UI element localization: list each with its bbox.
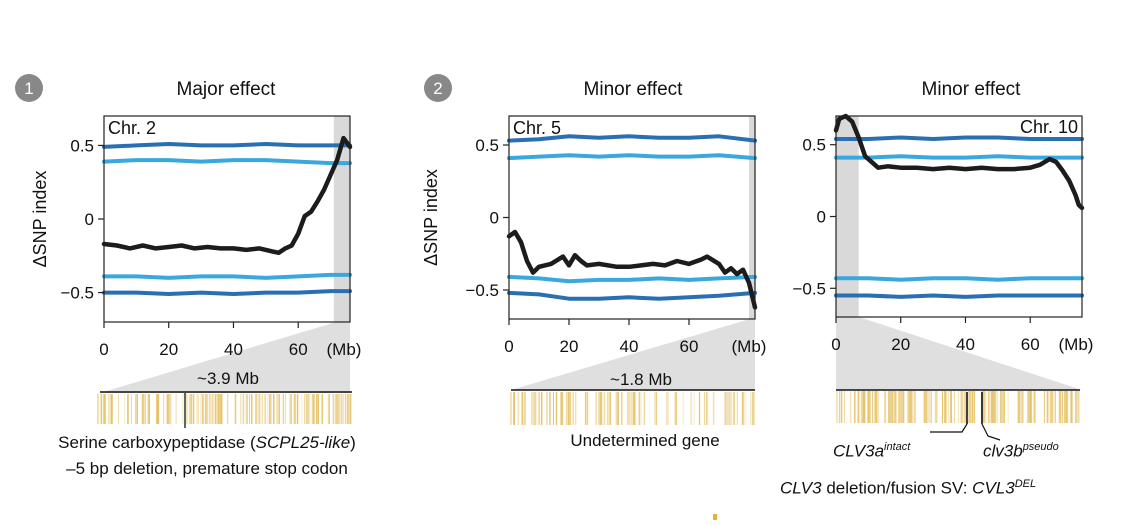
panel-1-zoom-wedge [100,322,350,393]
y-tick-label: 0 [817,208,826,227]
panel-1-badge [15,74,43,102]
panel-3-zoom-wedge [836,317,1082,390]
panel-3-title: Minor effect [922,79,1022,100]
panel-3-chromosome-label: Chr. 10 [1020,117,1078,137]
panel-2-badge-number: 2 [433,79,442,98]
panel-1-series-upper-95-threshold [102,158,352,166]
panel-3-clv3b-label: clv3bpseudo [983,441,1059,461]
panel-3-series-lower-95-threshold [834,276,1084,282]
panel-1: 1 Major effect 0.5 0 −0.5 0 20 40 60 (Mb) ΔSNP ind… [15,74,361,424]
y-tick-label: 0 [490,209,499,228]
panel-1-badge-number: 1 [24,79,33,98]
x-tick-label: 20 [891,335,910,354]
panel-2-zoom-wedge [511,319,755,390]
x-axis-unit-label: (Mb) [732,337,767,356]
panel-2-series-lower-99-threshold [507,290,757,301]
panel-1-title: Major effect [177,79,277,100]
x-tick-label: 40 [956,335,975,354]
y-tick-label: −0.5 [60,284,94,303]
x-axis-unit-label: (Mb) [1059,335,1094,354]
x-tick-label: 0 [831,335,840,354]
panel-3-series-upper-99-threshold [834,135,1084,141]
panel-2-series-lower-95-threshold [507,274,757,284]
panel-3-clv3b-pointer [981,423,1001,441]
x-tick-label: 40 [620,337,639,356]
x-tick-label: 60 [289,340,308,359]
panel-2-plot-frame [508,115,756,320]
panel-2-badge [424,74,452,102]
panel-3: Minor effect 0.5 0 −0.5 0 20 40 60 (Mb) Chr. 10 [792,79,1093,423]
panel-3-clv3a-pointer [930,423,968,433]
panel-1-gene-label: Serine carboxypeptidase (SCPL25-like) [58,433,356,452]
panel-3-series-lower-99-threshold [834,293,1084,299]
y-axis-label: ΔSNP index [30,171,50,268]
panel-2-series-upper-99-threshold [507,134,757,143]
panel-1-mutation-label: –5 bp deletion, premature stop codon [66,459,348,478]
panel-2: 2 Minor effect 0.5 0 −0.5 0 20 40 60 (Mb) ΔSNP ind… [421,74,766,425]
bottom-edge-mark [713,514,717,520]
y-tick-label: −0.5 [465,281,499,300]
panel-2-series--snp-index [506,229,758,310]
x-tick-label: 20 [159,340,178,359]
y-tick-label: 0.5 [475,136,499,155]
y-tick-label: −0.5 [792,279,826,298]
panel-2-title: Minor effect [584,79,684,100]
panel-3-highlight-region [836,116,859,317]
x-tick-label: 0 [99,340,108,359]
panel-2-series-upper-95-threshold [507,153,757,161]
panel-1-highlight-region [333,116,350,322]
panel-2-highlight-region [749,116,755,319]
panel-3-plot-frame [835,115,1083,318]
panel-2-gene-label: Undetermined gene [570,431,720,450]
panel-1-series-upper-99-threshold [102,142,352,149]
panel-1-series--snp-index [101,135,353,256]
y-tick-label: 0.5 [802,136,826,155]
y-tick-label: 0.5 [70,136,94,155]
panel-3-clv3a-label: CLV3aintact [833,441,911,461]
y-axis-label: ΔSNP index [421,169,441,266]
panel-1-region-size: ~3.9 Mb [197,369,259,388]
x-tick-label: 20 [560,337,579,356]
panel-3-series-upper-95-threshold [834,154,1084,160]
x-tick-label: 60 [680,337,699,356]
panel-3-sv-label: CLV3 deletion/fusion SV: CVL3DEL [780,478,1037,498]
x-tick-label: 0 [504,337,513,356]
panel-1-series-lower-99-threshold [102,289,352,296]
panel-1-series-lower-95-threshold [102,272,352,280]
panel-3-series--snp-index [833,113,1085,211]
x-axis-unit-label: (Mb) [327,340,362,359]
panel-2-region-size: ~1.8 Mb [610,370,672,389]
x-tick-label: 60 [1021,335,1040,354]
panel-2-chromosome-label: Chr. 5 [513,118,561,138]
x-tick-label: 40 [224,340,243,359]
y-tick-label: 0 [85,210,94,229]
panel-1-chromosome-label: Chr. 2 [108,118,156,138]
